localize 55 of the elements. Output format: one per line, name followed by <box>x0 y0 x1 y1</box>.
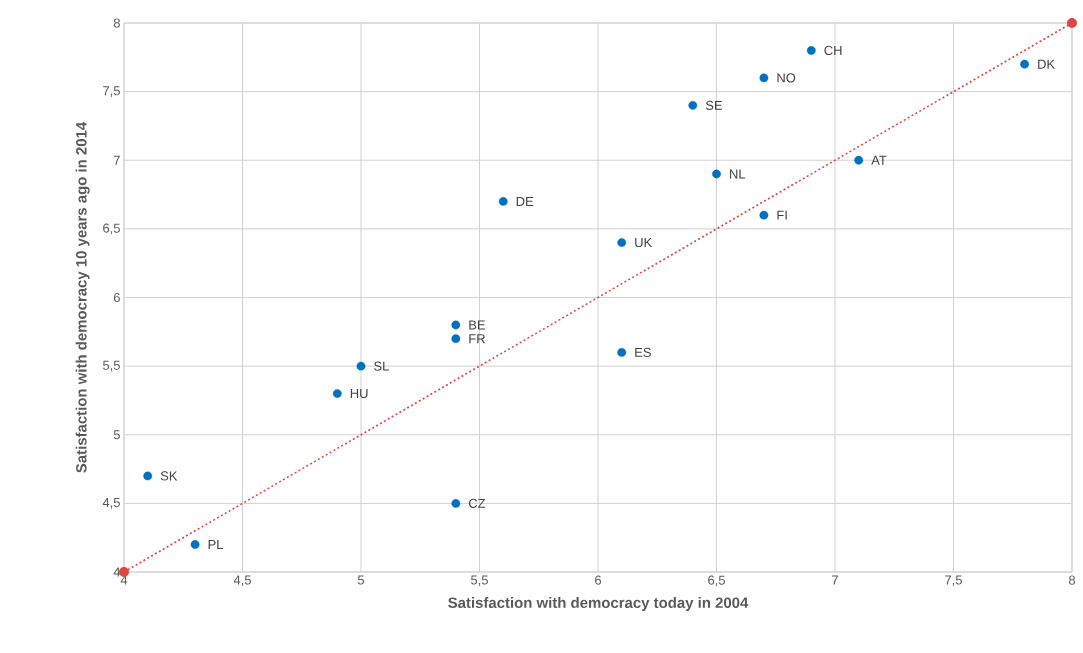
point <box>451 320 461 330</box>
y-tick-label: 4 <box>113 567 121 577</box>
point <box>190 540 200 549</box>
x-tick-label: 7 <box>832 575 838 585</box>
x-tick-label: 6 <box>595 575 602 585</box>
annotation: NO <box>777 73 796 83</box>
annotation: DK <box>1038 59 1055 69</box>
annotation: BE <box>469 320 486 330</box>
point <box>759 210 769 220</box>
x-tick-label: 7,5 <box>945 575 962 587</box>
annotation: SK <box>160 471 178 481</box>
point <box>712 169 721 179</box>
annotation: SL <box>374 361 389 371</box>
point <box>688 100 698 110</box>
point <box>854 155 864 165</box>
annotation: FR <box>469 334 485 344</box>
point <box>332 389 342 398</box>
point <box>356 361 366 371</box>
point <box>1067 18 1077 28</box>
y-tick-label: 4,5 <box>102 498 120 509</box>
annotation: CH <box>824 45 842 56</box>
annotation: PL <box>208 540 224 550</box>
annotation: AT <box>871 155 887 165</box>
annotation: CZ <box>468 498 486 508</box>
point <box>806 46 816 55</box>
x-tick-label: 4 <box>120 575 128 585</box>
y-tick-label: 7 <box>113 155 120 165</box>
annotation: SE <box>705 100 723 110</box>
annotation: UK <box>635 238 653 248</box>
y-tick-label: 7,5 <box>103 86 120 97</box>
x-tick-label: 5 <box>357 575 365 585</box>
annotation: DE <box>516 196 534 206</box>
point <box>617 238 627 247</box>
annotation: ES <box>635 347 651 357</box>
y-tick-label: 5 <box>113 430 120 440</box>
x-tick-label: 5,5 <box>471 575 488 587</box>
point <box>1020 59 1029 69</box>
x-axis-title: Satisfaction with democracy today in 2004 <box>448 597 749 611</box>
x-tick-label: 8 <box>1068 575 1076 585</box>
annotation: HU <box>350 389 368 399</box>
point <box>143 471 153 481</box>
y-tick-label: 6,5 <box>103 223 120 235</box>
point <box>498 197 508 206</box>
y-tick-label: 6 <box>113 292 120 303</box>
annotation: FI <box>777 210 787 220</box>
annotation: NL <box>730 169 746 179</box>
x-tick-label: 6,5 <box>708 575 725 587</box>
x-tick-label: 4,5 <box>233 575 251 587</box>
y-tick-label: 8 <box>113 18 120 28</box>
y-axis-title: Satisfaction with democracy 10 years ago in 2014 <box>75 121 90 473</box>
point <box>451 498 461 508</box>
point <box>617 348 627 357</box>
point <box>451 334 461 344</box>
y-tick-label: 5,5 <box>102 360 120 372</box>
point <box>759 73 769 83</box>
